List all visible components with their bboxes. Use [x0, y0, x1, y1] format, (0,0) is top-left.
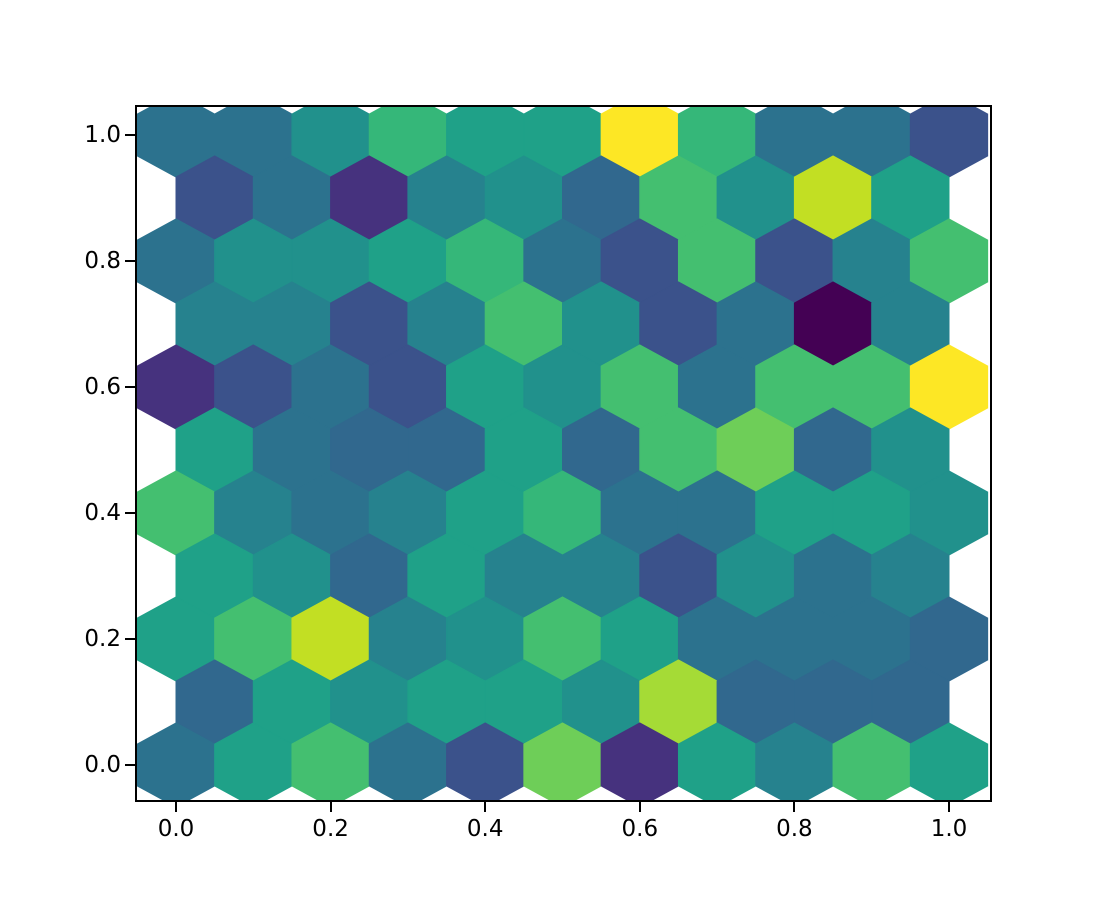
- hex-cell: [909, 722, 989, 800]
- x-tick-label: 0.4: [466, 816, 504, 842]
- y-tick-label: 0.2: [84, 626, 121, 652]
- x-tick-mark: [484, 802, 487, 812]
- hexbin-canvas: [137, 107, 989, 800]
- x-tick-mark: [948, 802, 950, 812]
- y-tick-mark: [125, 638, 135, 640]
- y-tick-mark: [125, 386, 135, 388]
- x-tick-label: 0.0: [157, 816, 195, 842]
- y-tick-mark: [125, 512, 135, 514]
- x-tick-mark: [638, 802, 641, 812]
- x-tick-label: 0.2: [312, 816, 349, 842]
- y-tick-label: 0.4: [84, 500, 121, 526]
- x-tick-mark: [329, 802, 332, 812]
- y-tick-label: 1.0: [84, 122, 121, 148]
- y-tick-label: 0.8: [84, 248, 121, 274]
- x-tick-mark: [793, 802, 796, 812]
- plot-area: [135, 105, 992, 802]
- y-tick-mark: [125, 260, 135, 262]
- y-tick-label: 0.6: [84, 374, 121, 400]
- y-tick-mark: [125, 764, 135, 766]
- y-tick-label: 0.0: [84, 752, 121, 778]
- x-tick-label: 1.0: [930, 816, 968, 842]
- x-tick-mark: [175, 802, 177, 812]
- x-tick-label: 0.6: [621, 816, 659, 842]
- y-tick-mark: [125, 134, 135, 136]
- x-tick-label: 0.8: [776, 816, 813, 842]
